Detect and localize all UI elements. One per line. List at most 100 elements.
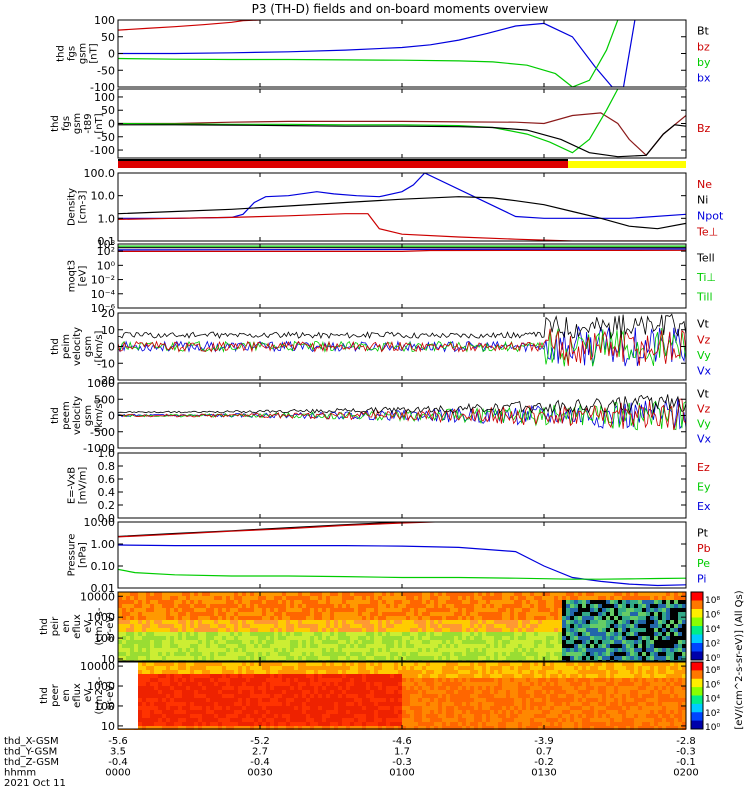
y-axis-label: thd bbox=[50, 338, 61, 355]
legend-entry: Vy bbox=[697, 418, 711, 431]
colorbar-swatch bbox=[691, 617, 703, 627]
ephemeris-value: -5.6 bbox=[108, 736, 128, 747]
y-tick-label: 10⁻⁶ bbox=[91, 302, 116, 315]
series-line bbox=[118, 568, 686, 580]
ephemeris-value: 0130 bbox=[531, 768, 556, 779]
y-tick-label: 100 bbox=[94, 700, 115, 713]
colorbar-tick-label: 10⁸ bbox=[705, 666, 720, 676]
y-axis-label: [nT] bbox=[89, 43, 100, 63]
colorbar-swatch bbox=[691, 662, 703, 671]
panel-peer-eflux: 10000 1000 100 10 thd peer en eflux eV (cm2-s-sr-… bbox=[39, 660, 687, 733]
y-axis-label: [cm-3] bbox=[78, 190, 89, 223]
ephemeris-label: 2021 Oct 11 bbox=[4, 778, 66, 789]
y-tick-label: 1.00 bbox=[91, 538, 116, 551]
y-tick-label: 0.0 bbox=[98, 512, 116, 525]
figure-title: P3 (TH-D) fields and on-board moments ov… bbox=[252, 2, 549, 16]
legend-entry: Vz bbox=[697, 402, 711, 415]
y-tick-label: 100.0 bbox=[84, 167, 116, 180]
ephemeris-value: -0.3 bbox=[392, 757, 412, 768]
colorbar-tick-label: 10⁸ bbox=[705, 596, 720, 606]
y-tick-label: 500 bbox=[94, 393, 115, 406]
y-axis-label: [km/s] bbox=[94, 330, 105, 362]
ephemeris-label: thd_Y-GSM bbox=[4, 747, 57, 758]
y-axis-label: (cm2-s- bbox=[94, 676, 105, 714]
panel-frame bbox=[117, 452, 687, 519]
y-axis-label: moqt3 bbox=[67, 260, 78, 293]
y-tick-label: 0.2 bbox=[98, 499, 116, 512]
y-tick-label: 10 bbox=[101, 653, 115, 666]
colorbar-tick-label: 10⁶ bbox=[705, 611, 720, 621]
y-axis-label: (cm2-s- bbox=[94, 607, 105, 645]
y-tick-label: 10000 bbox=[80, 590, 115, 603]
legend-entry: Ti⊥ bbox=[696, 271, 716, 284]
panel-efield: 1.00.80.60.40.20.0 E=-VxB [mV/m] Ez Ey Ex bbox=[67, 447, 711, 525]
series-trace bbox=[118, 394, 686, 415]
y-tick-label: 10⁸ bbox=[97, 238, 116, 251]
ephemeris-value: -0.2 bbox=[534, 757, 554, 768]
ephemeris-value: 2.7 bbox=[252, 747, 268, 758]
panel-fgs-gsm: 100 50 0 -50 -100 thd fgs gsm [nT] Bt bz by bx bbox=[56, 14, 711, 94]
legend-entry: Pe bbox=[697, 557, 710, 570]
legend-entry: Npot bbox=[697, 209, 724, 222]
ephemeris-value: 0100 bbox=[389, 768, 414, 779]
legend-entry: Vy bbox=[697, 349, 711, 362]
y-tick-label: 0.10 bbox=[91, 560, 116, 573]
legend-entry: bx bbox=[697, 71, 711, 84]
colorbar-tick-label: 10² bbox=[705, 640, 720, 650]
legend-entry: Pt bbox=[697, 527, 709, 540]
y-tick-label: 1000 bbox=[87, 377, 115, 390]
y-tick-label: 100 bbox=[94, 91, 115, 104]
y-axis-label: -t89 bbox=[83, 113, 94, 133]
y-axis-label: gsm bbox=[78, 43, 89, 64]
series-trace bbox=[118, 400, 686, 431]
y-tick-label: 0.6 bbox=[98, 473, 116, 486]
legend-entry: Ne bbox=[697, 178, 712, 191]
series-line bbox=[118, 112, 686, 157]
colorbar-tick-label: 10⁰ bbox=[705, 723, 720, 733]
y-axis-label: [km/s] bbox=[94, 399, 105, 431]
legend-entry: Ni bbox=[697, 194, 708, 207]
y-tick-label: 1.0 bbox=[98, 447, 116, 460]
ephemeris-value: -4.6 bbox=[392, 736, 412, 747]
y-tick-label: -100 bbox=[90, 144, 115, 157]
y-tick-label: 20 bbox=[101, 307, 115, 320]
y-axis-label: [mV/m] bbox=[78, 467, 89, 505]
series-line bbox=[118, 248, 686, 251]
series-line bbox=[118, 20, 619, 87]
mode-bar-slow bbox=[118, 161, 568, 168]
colorbar-swatch bbox=[691, 643, 703, 652]
y-axis-label: fgs bbox=[61, 116, 72, 131]
y-tick-label: 0.8 bbox=[98, 460, 116, 473]
y-tick-label: 10000 bbox=[80, 660, 115, 673]
y-tick-label: 0.1 bbox=[98, 235, 116, 248]
legend-entry: Bz bbox=[697, 122, 711, 135]
y-axis-label: sr-eV) bbox=[105, 681, 116, 710]
ephemeris-value: 0200 bbox=[673, 768, 698, 779]
y-tick-label: 1.0 bbox=[98, 212, 116, 225]
series-line bbox=[118, 196, 686, 230]
y-tick-label: 0 bbox=[108, 48, 115, 61]
series-trace bbox=[118, 327, 686, 367]
y-axis-label: eV bbox=[83, 620, 94, 633]
mode-bar-line bbox=[118, 159, 568, 161]
y-axis-label: en bbox=[61, 689, 72, 702]
colorbar-frame bbox=[690, 591, 704, 661]
y-axis-label: eflux bbox=[72, 614, 83, 639]
ephemeris-value: -2.8 bbox=[676, 736, 696, 747]
y-tick-label: 0 bbox=[108, 410, 115, 423]
panel-frame bbox=[117, 312, 687, 381]
ephemeris-value: 0000 bbox=[105, 768, 130, 779]
y-axis-label: Density bbox=[67, 188, 78, 226]
y-tick-label: -1000 bbox=[83, 442, 115, 455]
y-axis-label: thd bbox=[50, 407, 61, 424]
y-tick-label: -100 bbox=[90, 81, 115, 94]
panel-frame bbox=[117, 172, 687, 242]
series-line bbox=[118, 522, 450, 538]
colorbar-label: [eV/(cm^2-s-sr-eV)] (All Qs) bbox=[734, 590, 745, 729]
colorbar-tick-label: 10⁴ bbox=[705, 695, 720, 705]
panel-frame bbox=[117, 243, 687, 309]
y-tick-label: 10 bbox=[101, 324, 115, 337]
y-axis-label: fgs bbox=[67, 46, 78, 61]
